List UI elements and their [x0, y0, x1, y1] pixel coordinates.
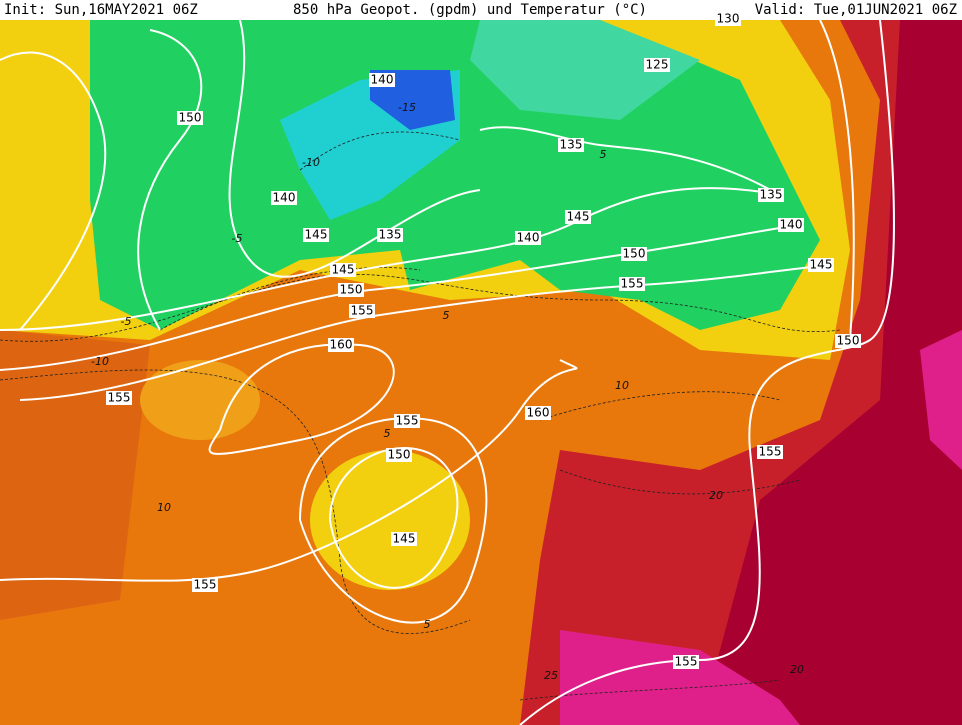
- label-box: [271, 191, 297, 205]
- geopotential-label: 160: [527, 406, 550, 420]
- temperature-label: -10: [302, 156, 320, 169]
- geopotential-label: 145: [393, 532, 416, 546]
- label-box: [715, 12, 741, 26]
- geopotential-isolines: [0, 19, 895, 725]
- geopotential-label: 155: [351, 304, 374, 318]
- label-box: [558, 138, 584, 152]
- geopotential-label: 145: [567, 210, 590, 224]
- label-box: [192, 578, 218, 592]
- geopotential-label: 150: [623, 247, 646, 261]
- label-box: [328, 338, 354, 352]
- geopotential-label: 155: [621, 277, 644, 291]
- label-box: [303, 228, 329, 242]
- geopotential-label: 135: [560, 138, 583, 152]
- geopotential-label: 130: [717, 12, 740, 26]
- map-title: 850 hPa Geopot. (gpdm) und Temperatur (°…: [293, 2, 647, 18]
- geopotential-label: 150: [340, 283, 363, 297]
- label-box: [525, 406, 551, 420]
- geopotential-label: 155: [759, 445, 782, 459]
- label-box: [673, 655, 699, 669]
- geopotential-label: 150: [388, 448, 411, 462]
- geopotential-label: 150: [179, 111, 202, 125]
- temperature-label: 10: [157, 501, 171, 514]
- label-box: [177, 111, 203, 125]
- geopotential-label: 145: [332, 263, 355, 277]
- temperature-label: 20: [709, 489, 723, 502]
- geopotential-label: 145: [810, 258, 833, 272]
- contour-labels: 150 140 140 145 135 135 125 145 140 150 155 135 140 1…: [91, 12, 861, 682]
- geopotential-label: 160: [330, 338, 353, 352]
- label-box: [377, 228, 403, 242]
- label-box: [338, 283, 364, 297]
- temperature-label: 10: [615, 379, 629, 392]
- label-box: [386, 448, 412, 462]
- geopotential-label: 155: [396, 414, 419, 428]
- temperature-label: 5: [600, 148, 607, 161]
- temperature-label: 5: [424, 618, 431, 631]
- label-box: [330, 263, 356, 277]
- label-box: [515, 231, 541, 245]
- temperature-field: [0, 20, 962, 725]
- label-box: [349, 304, 375, 318]
- geopotential-label: 140: [273, 191, 296, 205]
- temperature-label: 20: [790, 663, 804, 676]
- geopotential-label: 125: [646, 58, 669, 72]
- label-box: [394, 414, 420, 428]
- geopotential-label: 145: [305, 228, 328, 242]
- temperature-label: 5: [384, 427, 391, 440]
- temperature-label: -5: [232, 232, 243, 245]
- label-box: [106, 391, 132, 405]
- geopotential-label: 140: [517, 231, 540, 245]
- label-box: [758, 188, 784, 202]
- label-box: [778, 218, 804, 232]
- geopotential-label: 135: [379, 228, 402, 242]
- label-box: [644, 58, 670, 72]
- temperature-label: -5: [121, 315, 132, 328]
- temperature-label: -15: [398, 101, 416, 114]
- label-box: [391, 532, 417, 546]
- geopotential-label: 140: [371, 73, 394, 87]
- temperature-label: 5: [443, 309, 450, 322]
- geopotential-label: 150: [837, 334, 860, 348]
- geopotential-label: 155: [108, 391, 131, 405]
- label-box: [619, 277, 645, 291]
- label-box: [835, 334, 861, 348]
- geopotential-label: 140: [780, 218, 803, 232]
- label-box: [565, 210, 591, 224]
- label-box: [757, 445, 783, 459]
- label-box: [369, 73, 395, 87]
- geopotential-label: 135: [760, 188, 783, 202]
- label-box: [808, 258, 834, 272]
- geopotential-label: 155: [194, 578, 217, 592]
- geopotential-label: 155: [675, 655, 698, 669]
- valid-time: Valid: Tue,01JUN2021 06Z: [755, 2, 957, 18]
- init-time: Init: Sun,16MAY2021 06Z: [4, 2, 198, 18]
- label-box: [621, 247, 647, 261]
- temperature-label: 25: [544, 669, 558, 682]
- temperature-label: -10: [91, 355, 109, 368]
